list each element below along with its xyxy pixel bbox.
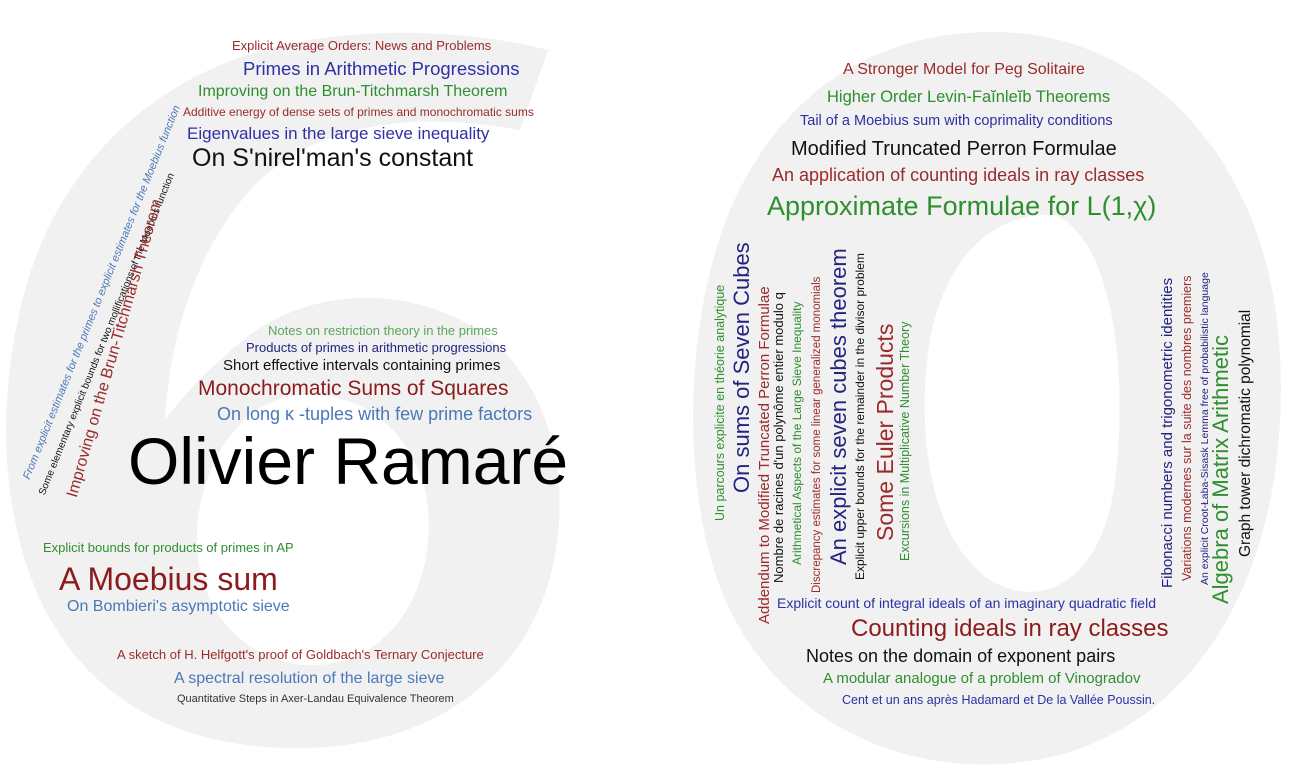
title-discrepancy-estimates: Discrepancy estimates for some linear ge…	[811, 276, 823, 593]
title-excursions-multiplicative: Excursions in Multiplicative Number Theo…	[898, 321, 912, 561]
title-improving-brun-titchmarsh-top: Improving on the Brun-Titchmarsh Theorem	[198, 83, 508, 100]
title-axer-landau-equivalence: Quantitative Steps in Axer-Landau Equiva…	[177, 693, 454, 705]
title-upper-bounds-divisor: Explicit upper bounds for the remainder …	[853, 253, 867, 580]
title-integral-ideals-imaginary-quadratic: Explicit count of integral ideals of an …	[777, 595, 1156, 611]
title-variations-modernes: Variations modernes sur la suite des nom…	[1180, 275, 1194, 581]
title-helfgott-goldbach-sketch: A sketch of H. Helfgott's proof of Goldb…	[117, 647, 484, 662]
title-tail-moebius-coprimality: Tail of a Moebius sum with coprimality c…	[800, 113, 1113, 129]
title-short-effective-intervals: Short effective intervals containing pri…	[223, 357, 501, 374]
center-name: Olivier Ramaré	[128, 424, 569, 498]
title-modified-truncated-perron: Modified Truncated Perron Formulae	[791, 138, 1117, 160]
title-counting-ideals-ray-classes: Counting ideals in ray classes	[851, 615, 1169, 642]
title-graph-tower-dichromatic: Graph tower dichromatic polynomial	[1237, 309, 1254, 557]
title-approximate-formulae-l1chi: Approximate Formulae for L(1,χ)	[767, 191, 1157, 221]
title-snirelman-constant: On S'nirel'man's constant	[192, 144, 474, 172]
title-restriction-theory-primes: Notes on restriction theory in the prime…	[268, 323, 498, 338]
title-peg-solitaire: A Stronger Model for Peg Solitaire	[843, 61, 1085, 78]
title-monochromatic-sums-squares: Monochromatic Sums of Squares	[198, 377, 509, 400]
digit-six-shape	[6, 32, 560, 749]
title-additive-energy: Additive energy of dense sets of primes …	[183, 105, 534, 119]
title-modular-analogue-vinogradov: A modular analogue of a problem of Vinog…	[823, 670, 1141, 687]
title-sums-seven-cubes: On sums of Seven Cubes	[729, 242, 754, 493]
title-some-euler-products: Some Euler Products	[872, 323, 898, 541]
title-spectral-resolution-large-sieve: A spectral resolution of the large sieve	[174, 670, 445, 687]
title-explicit-seven-cubes: An explicit seven cubes theorem	[826, 248, 851, 565]
title-explicit-average-orders: Explicit Average Orders: News and Proble…	[232, 38, 492, 53]
title-addendum-perron: Addendum to Modified Truncated Perron Fo…	[756, 286, 773, 624]
title-algebra-matrix-arithmetic: Algebra of Matrix Arithmetic	[1208, 335, 1233, 604]
title-primes-in-arithmetic-progressions: Primes in Arithmetic Progressions	[243, 58, 520, 79]
title-fibonacci-trigonometric: Fibonacci numbers and trigonometric iden…	[1159, 277, 1176, 588]
title-nombre-racines: Nombre de racines d'un polynôme entier m…	[771, 292, 786, 583]
title-cent-et-un-ans: Cent et un ans après Hadamard et De la V…	[842, 693, 1156, 707]
title-arithmetical-large-sieve: Arithmetical Aspects of the Large Sieve …	[790, 301, 804, 565]
title-application-counting-ideals: An application of counting ideals in ray…	[772, 165, 1145, 185]
title-domain-exponent-pairs: Notes on the domain of exponent pairs	[806, 646, 1116, 666]
digit-zero-shape	[693, 31, 1281, 765]
title-eigenvalues-large-sieve: Eigenvalues in the large sieve inequalit…	[187, 124, 490, 143]
title-long-kappa-tuples: On long κ -tuples with few prime factors	[217, 404, 533, 424]
title-a-moebius-sum: A Moebius sum	[59, 561, 278, 597]
title-bombieri-asymptotic-sieve: On Bombieri's asymptotic sieve	[67, 598, 290, 615]
title-explicit-bounds-products-primes: Explicit bounds for products of primes i…	[43, 540, 294, 555]
title-levin-fainleib: Higher Order Levin-Faĭnleĭb Theorems	[827, 88, 1111, 106]
title-parcours-explicite: Un parcours explicite en théorie analyti…	[713, 284, 727, 521]
title-products-primes-ap: Products of primes in arithmetic progres…	[246, 340, 507, 355]
